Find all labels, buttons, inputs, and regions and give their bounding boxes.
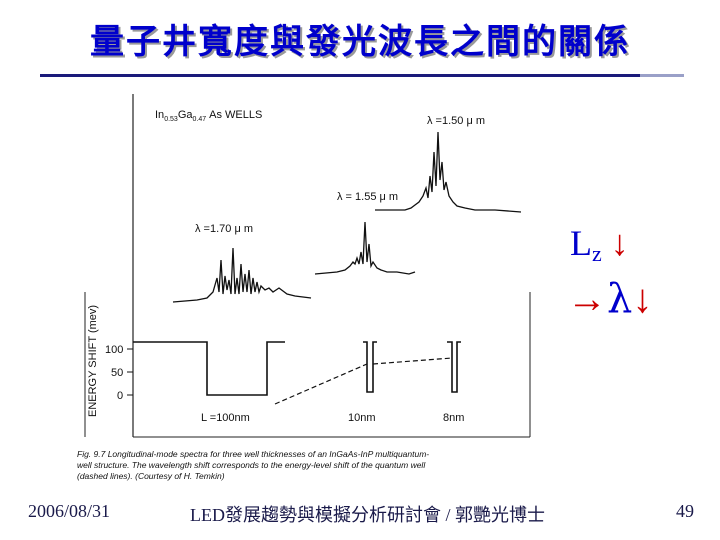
lambda-label-155: λ = 1.55 μ m bbox=[337, 191, 398, 203]
scanned-figure: In0.53Ga0.47 As WELLS λ =1.50 μ m λ = 1.5… bbox=[75, 92, 555, 492]
spectrum-150 bbox=[375, 131, 522, 213]
lz-letter: L bbox=[570, 223, 592, 263]
footer-date: 2006/08/31 bbox=[28, 501, 111, 521]
figure-header: In0.53Ga0.47 As WELLS bbox=[155, 109, 262, 123]
lambda-label-170: λ =1.70 μ m bbox=[195, 223, 253, 235]
title-divider bbox=[40, 74, 640, 77]
wavelength-decrease-label: →λ↓ bbox=[567, 275, 652, 322]
tick-label-100: 100 bbox=[105, 344, 123, 356]
dashed-energy-line bbox=[274, 363, 368, 405]
lambda-label-150: λ =1.50 μ m bbox=[427, 115, 485, 127]
right-arrow-icon: → bbox=[567, 276, 607, 321]
lz-label-10nm: 10nm bbox=[348, 412, 376, 424]
down-arrow-icon: ↓ bbox=[610, 223, 629, 263]
tick-label-50: 50 bbox=[111, 367, 123, 379]
dashed-energy-line-2 bbox=[372, 357, 453, 365]
caption-line-2: well structure. The wavelength shift cor… bbox=[77, 460, 426, 470]
lz-label-100nm: L =100nm bbox=[201, 412, 250, 424]
well-8nm bbox=[447, 341, 461, 393]
page-number: 49 bbox=[676, 501, 694, 521]
down-arrow-icon: ↓ bbox=[632, 276, 653, 321]
well-10nm bbox=[363, 341, 377, 393]
well-100nm bbox=[133, 341, 285, 396]
spectrum-170 bbox=[172, 247, 312, 303]
spectrum-155 bbox=[314, 221, 416, 275]
title-divider-accent bbox=[640, 74, 684, 77]
caption-line-3: (dashed lines). (Courtesy of H. Temkin) bbox=[77, 471, 225, 481]
footer-conference: LED發展趨勢與模擬分析研討會 / 郭艷光博士 bbox=[190, 505, 545, 525]
well-width-label: Lz ↓ bbox=[570, 222, 629, 267]
lz-subscript: z bbox=[592, 241, 602, 266]
lambda-symbol: λ bbox=[607, 276, 633, 322]
lz-label-8nm: 8nm bbox=[443, 412, 464, 424]
page-title: 量子井寬度與發光波長之間的關係 bbox=[90, 22, 630, 62]
caption-line-1: Fig. 9.7 Longitudinal-mode spectra for t… bbox=[77, 449, 429, 459]
y-axis-label: ENERGY SHIFT (mev) bbox=[87, 305, 99, 417]
tick-label-0: 0 bbox=[117, 390, 123, 402]
